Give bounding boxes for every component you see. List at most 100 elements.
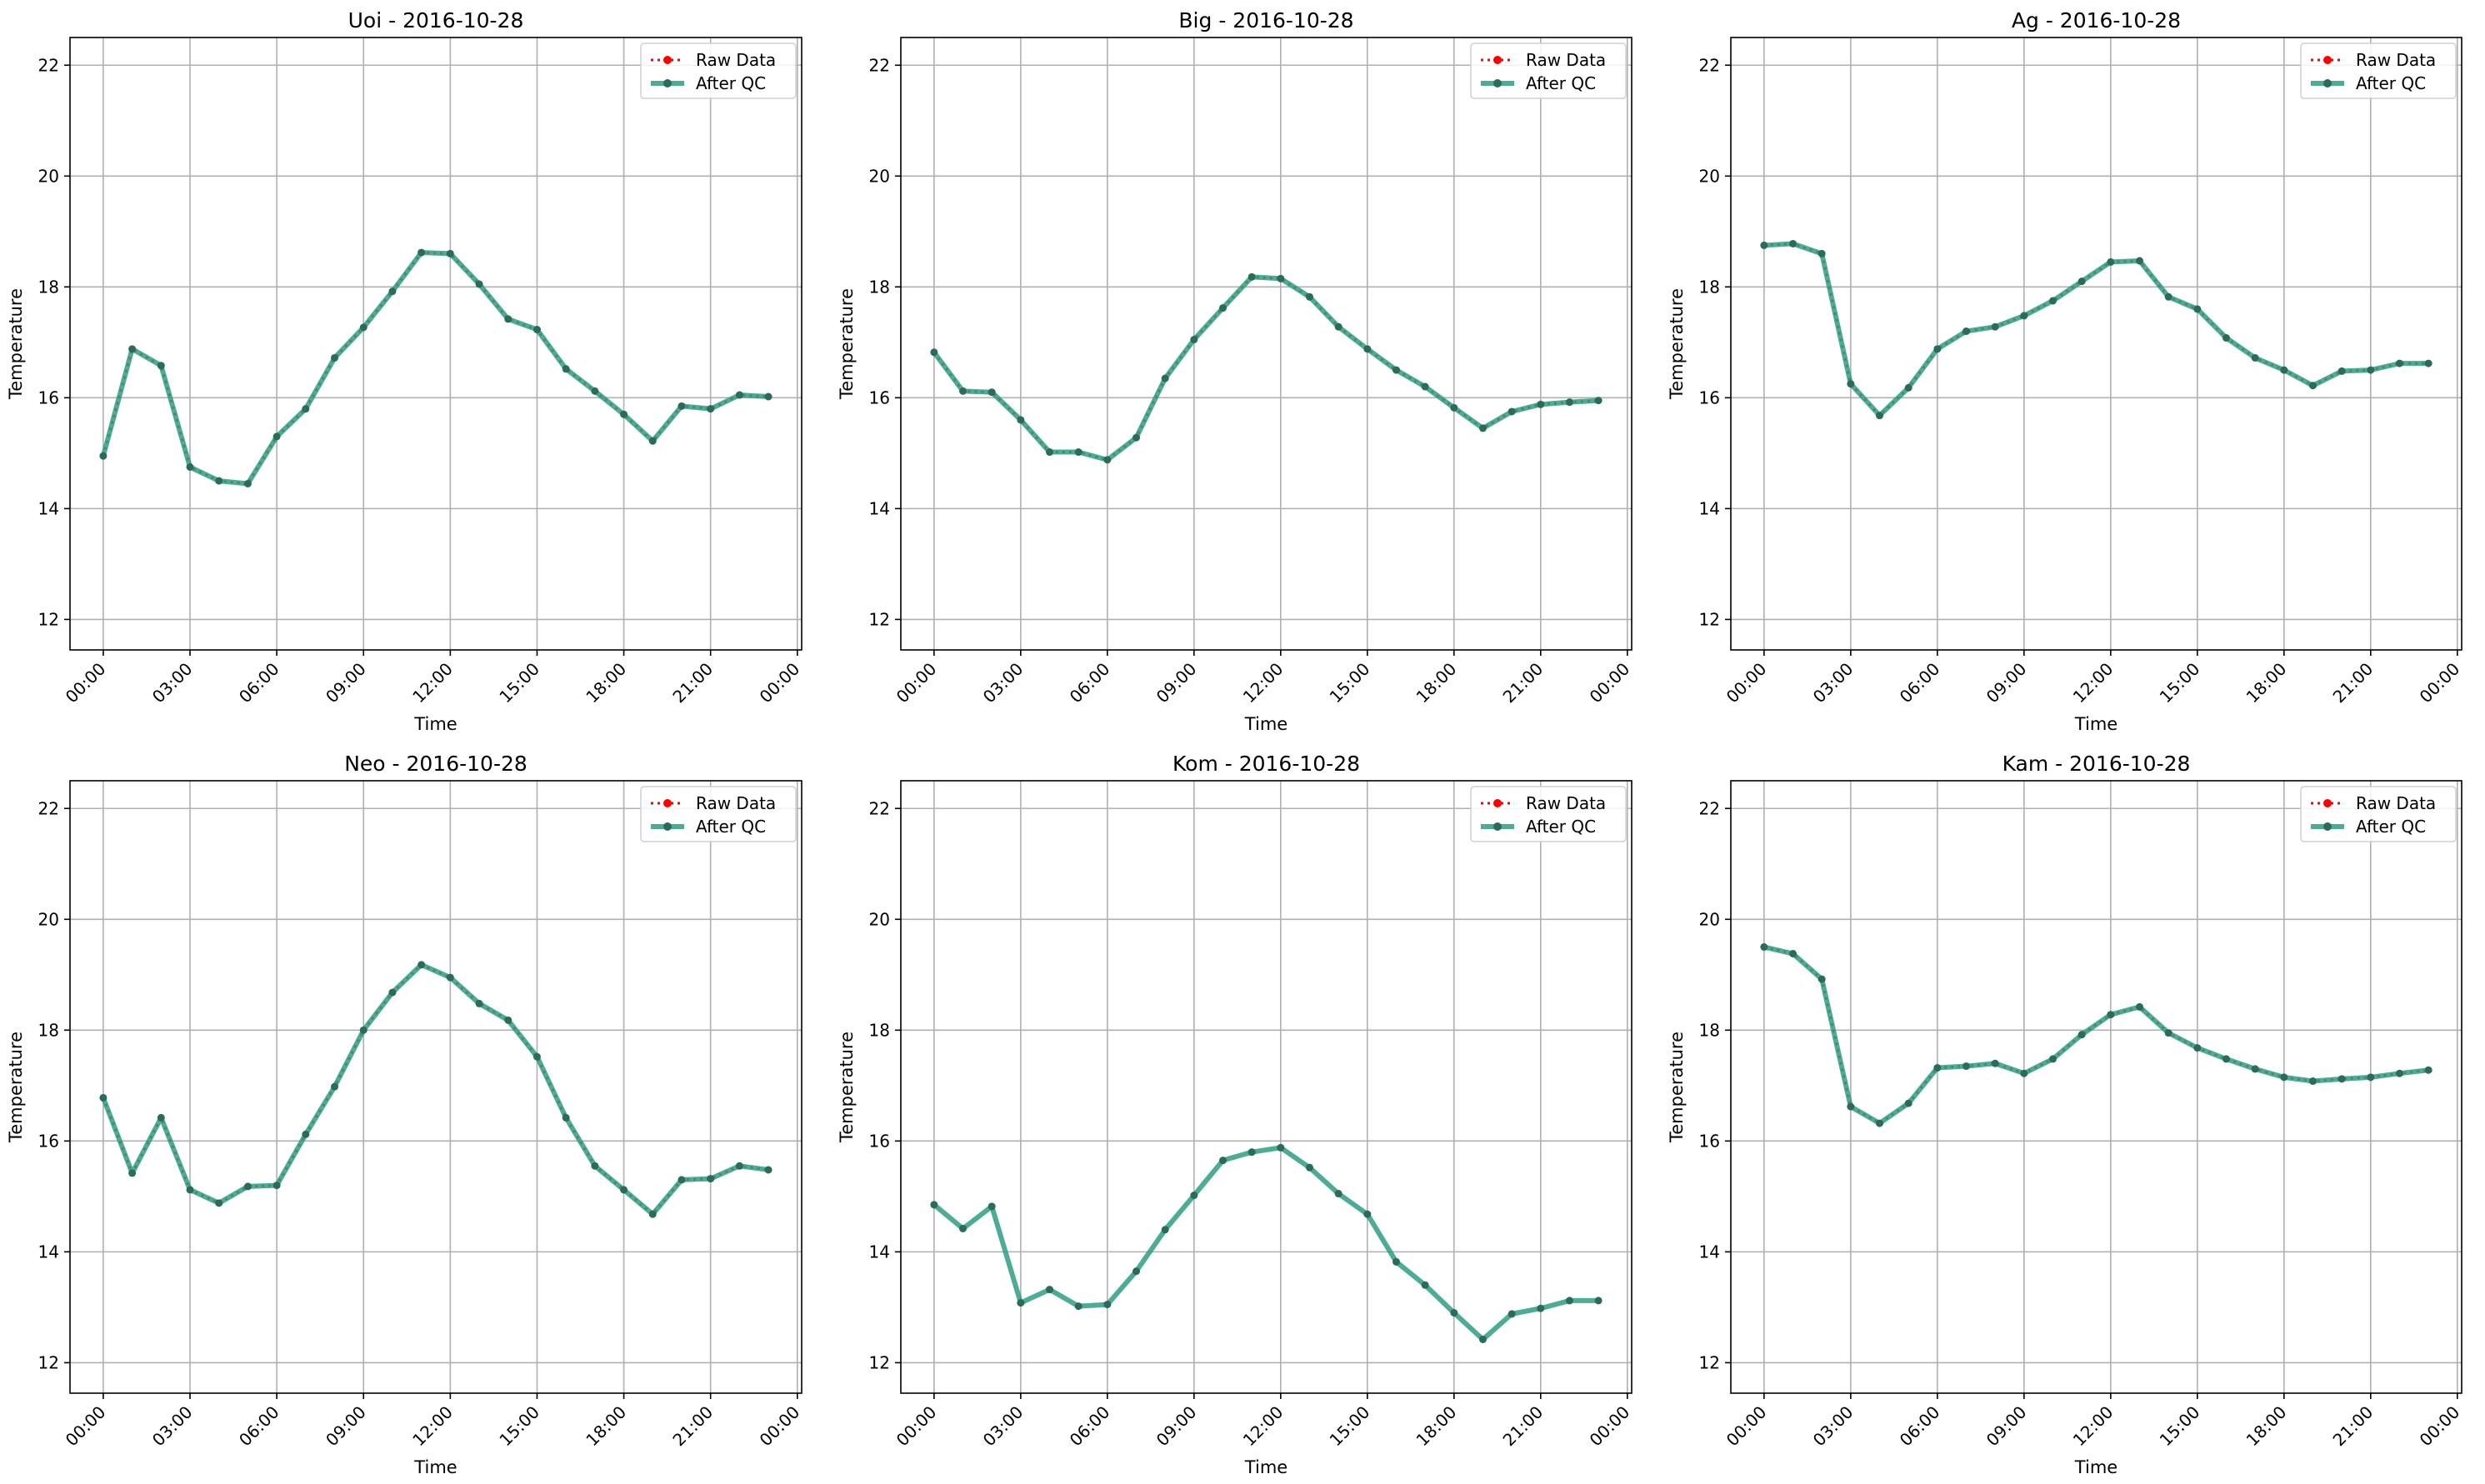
chart-panel: 00:00 03:00 06:00 09:00 12:00 15:00 18:00 21:00…: [837, 752, 1633, 1477]
x-tick-label: 12:00: [1239, 1402, 1288, 1451]
after-qc-point: [157, 362, 165, 370]
chart-title: Big - 2016-10-28: [1178, 8, 1353, 32]
after-qc-point: [446, 973, 454, 982]
axes-frame: [69, 780, 802, 1394]
chart-title: Kam - 2016-10-28: [2002, 752, 2191, 776]
after-qc-point: [1248, 272, 1256, 281]
after-qc-point: [1190, 1192, 1198, 1200]
legend: Raw Data After QC: [1470, 42, 1627, 99]
after-qc-point: [1818, 249, 1826, 257]
after-qc-point: [2135, 257, 2143, 265]
legend-raw-marker: [663, 56, 672, 64]
legend-qc-label: After QC: [696, 817, 766, 837]
after-qc-point: [1594, 397, 1602, 405]
after-qc-point: [620, 410, 628, 418]
x-tick-label: 06:00: [1066, 659, 1114, 707]
after-qc-point: [215, 477, 223, 485]
chart-panel: 00:00 03:00 06:00 09:00 12:00 15:00 18:00 21:00…: [837, 8, 1633, 734]
after-qc-point: [735, 1162, 743, 1170]
x-tick-label: 21:00: [668, 659, 717, 707]
after-qc-point: [1478, 424, 1487, 432]
after-qc-point: [2280, 1073, 2288, 1082]
y-tick-label: 18: [1699, 1020, 1720, 1040]
after-qc-point: [99, 1093, 108, 1102]
after-qc-point: [764, 392, 772, 401]
after-qc-point: [648, 1210, 657, 1218]
after-qc-point: [1190, 336, 1198, 344]
after-qc-point: [2251, 353, 2259, 362]
x-tick-label: 15:00: [2156, 659, 2204, 707]
after-qc-point: [388, 287, 397, 296]
x-tick-label: 12:00: [408, 659, 457, 707]
after-qc-point: [591, 387, 599, 395]
after-qc-point: [2424, 359, 2432, 367]
chart-title: Ag - 2016-10-28: [2012, 8, 2181, 32]
y-tick-label: 12: [38, 609, 59, 629]
x-tick-label: 21:00: [1499, 659, 1548, 707]
x-tick-label: 09:00: [1982, 1402, 2031, 1451]
chart-panel: 00:00 03:00 06:00 09:00 12:00 15:00 18:00 21:00…: [1667, 8, 2463, 734]
after-qc-point: [1789, 239, 1798, 247]
after-qc-point: [735, 391, 743, 399]
y-tick-label: 22: [1699, 798, 1720, 818]
after-qc-point: [1074, 1302, 1082, 1311]
x-axis-label: Time: [2074, 714, 2118, 734]
after-qc-point: [764, 1166, 772, 1174]
after-qc-point: [988, 1202, 996, 1211]
x-tick-label: 21:00: [1499, 1402, 1548, 1451]
after-qc-point: [1132, 1267, 1141, 1276]
y-tick-label: 12: [1699, 609, 1720, 629]
y-tick-label: 18: [1699, 277, 1720, 297]
y-tick-label: 14: [38, 498, 59, 518]
legend-qc-marker: [2323, 822, 2332, 831]
after-qc-point: [359, 323, 368, 332]
after-qc-point: [1537, 1304, 1545, 1312]
y-tick-label: 22: [1699, 55, 1720, 75]
chart-panel: 00:00 03:00 06:00 09:00 12:00 15:00 18:00 21:00…: [6, 8, 803, 734]
after-qc-point: [2222, 334, 2230, 342]
after-qc-point: [2049, 297, 2058, 305]
after-qc-point: [678, 402, 686, 410]
after-qc-point: [1132, 433, 1141, 442]
axes-frame: [900, 780, 1632, 1394]
legend-qc-marker: [663, 822, 672, 831]
after-qc-point: [1219, 1157, 1228, 1165]
y-axis-label: Temperature: [6, 1032, 26, 1143]
x-tick-label: 03:00: [979, 1402, 1028, 1451]
y-tick-label: 16: [38, 1131, 59, 1151]
y-tick-label: 22: [869, 55, 890, 75]
x-tick-label: 00:00: [892, 659, 941, 707]
legend-qc-marker: [1493, 822, 1502, 831]
x-tick-label: 06:00: [1896, 1402, 1944, 1451]
legend-raw-label: Raw Data: [696, 793, 776, 813]
y-tick-label: 16: [38, 387, 59, 407]
after-qc-point: [1508, 1310, 1516, 1318]
y-tick-label: 16: [1699, 1131, 1720, 1151]
after-qc-point: [1161, 374, 1169, 382]
after-qc-point: [1450, 403, 1458, 412]
after-qc-point: [2049, 1055, 2058, 1063]
after-qc-point: [532, 326, 541, 334]
after-qc-point: [959, 387, 968, 395]
raw-data-line: [1763, 946, 2429, 1125]
after-qc-point: [128, 1169, 137, 1177]
after-qc-point: [446, 249, 454, 257]
after-qc-point: [2367, 1073, 2375, 1082]
y-tick-label: 20: [38, 166, 59, 186]
y-tick-label: 18: [869, 1020, 890, 1040]
x-tick-label: 21:00: [668, 1402, 717, 1451]
after-qc-point: [678, 1176, 686, 1184]
after-qc-line: [101, 250, 769, 487]
grid: [70, 37, 802, 650]
after-qc-point: [1760, 943, 1768, 952]
legend: Raw Data After QC: [2300, 786, 2457, 842]
after-qc-point: [1392, 366, 1400, 374]
after-qc-point: [1277, 1143, 1285, 1152]
after-qc-point: [2251, 1065, 2259, 1073]
chart-title: Neo - 2016-10-28: [344, 752, 528, 776]
after-qc-point: [215, 1199, 223, 1207]
after-qc-point: [2107, 257, 2115, 266]
after-qc-point: [331, 353, 339, 362]
after-qc-point: [2135, 1002, 2143, 1011]
after-qc-point: [1789, 950, 1798, 958]
